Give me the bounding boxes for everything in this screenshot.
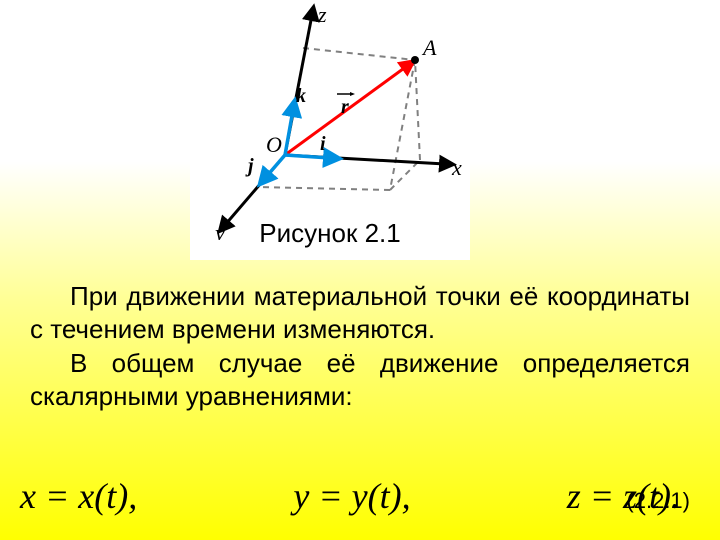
equation-x: x = x(t), [20,475,137,517]
label-x: x [451,155,462,180]
label-z: z [317,2,327,27]
label-i: i [320,133,326,155]
label-j: j [245,155,254,177]
slide: z x y O A i j k r Рисунок 2.1 При движен… [0,0,720,540]
equation-y: y = y(t), [293,475,410,517]
unit-vector-j [266,155,285,177]
label-k: k [296,85,306,107]
svg-text:r: r [341,96,349,118]
label-y: y [213,220,225,240]
body-text: При движении материальной точки её коорд… [30,280,690,414]
unit-vector-i [285,155,330,158]
coordinate-system-diagram: z x y O A i j k r [190,0,470,240]
equation-number: (2.2.1) [626,488,690,514]
figure-caption: Рисунок 2.1 [240,220,420,246]
paragraph-2: В общем случае её движение определяется … [30,347,690,412]
axis-labels: z x y O A i j k r [213,2,462,240]
point-a-dot [411,56,419,64]
paragraph-1: При движении материальной точки её коорд… [30,280,690,345]
label-point-a: A [421,35,437,60]
label-origin: O [266,132,282,157]
equations-row: x = x(t), y = y(t), z = z(t). [10,475,710,517]
projection-lines [257,48,420,190]
